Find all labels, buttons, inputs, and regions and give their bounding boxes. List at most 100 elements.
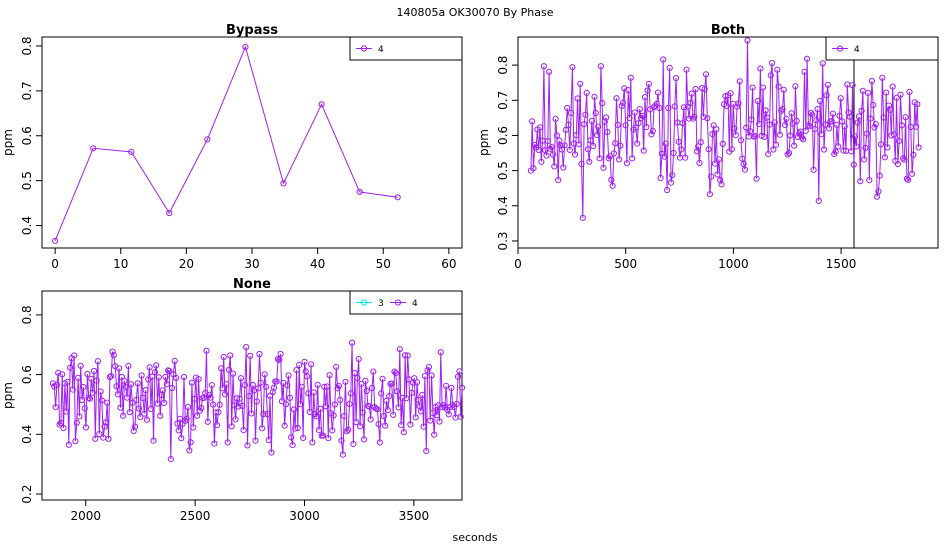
data-point: [333, 364, 340, 371]
x-tick-label: 10: [113, 257, 128, 271]
data-point: [392, 370, 399, 377]
data-point: [622, 122, 629, 129]
data-point: [437, 349, 444, 356]
data-point: [184, 404, 192, 411]
data-point: [433, 412, 440, 419]
legend-swatch-marker: [394, 299, 402, 306]
data-point: [150, 437, 157, 444]
data-point: [802, 127, 809, 134]
data-point: [319, 432, 327, 439]
data-point: [52, 237, 59, 244]
data-point: [57, 419, 65, 427]
y-tick-label: 0.8: [20, 305, 34, 324]
data-point: [688, 90, 695, 97]
data-point: [833, 121, 841, 129]
data-point: [767, 72, 774, 79]
data-point: [862, 144, 869, 151]
data-point: [171, 357, 178, 364]
data-point: [704, 115, 711, 122]
data-point: [248, 410, 255, 417]
data-point: [815, 197, 822, 204]
data-point: [727, 90, 734, 97]
data-point: [428, 372, 435, 379]
data-point: [629, 155, 636, 162]
x-tick-label: 3500: [399, 509, 430, 523]
data-point: [190, 424, 197, 431]
data-point: [636, 106, 643, 113]
data-point: [354, 374, 361, 381]
panel-bypass: Bypass ppm 0 10 20 30 40 50 60 0.4 0.5 0.6 0.7 0.8 4: [1, 23, 463, 271]
data-point: [841, 123, 848, 130]
series-4: [49, 339, 466, 463]
data-point: [708, 173, 715, 180]
data-point: [264, 410, 271, 418]
data-point: [407, 421, 414, 428]
data-point: [762, 107, 769, 114]
data-point: [691, 113, 698, 120]
x-tick-label: 0: [51, 257, 59, 271]
data-point: [769, 59, 776, 67]
data-point: [713, 126, 720, 133]
x-tick-label: 2000: [70, 509, 101, 523]
data-point: [326, 372, 333, 379]
data-point: [341, 413, 348, 420]
data-point: [157, 412, 164, 419]
data-point: [59, 371, 66, 378]
data-point: [390, 411, 397, 418]
data-point: [863, 130, 870, 137]
data-point: [86, 395, 94, 402]
data-point: [553, 132, 561, 139]
data-point: [800, 136, 807, 143]
data-point: [577, 80, 584, 87]
data-point: [680, 104, 688, 111]
data-point: [784, 151, 791, 158]
data-point: [848, 148, 855, 155]
data-point: [357, 423, 364, 430]
data-point: [265, 436, 272, 444]
data-point: [679, 120, 686, 127]
data-point: [367, 416, 374, 423]
data-point: [893, 94, 900, 101]
data-point: [335, 382, 342, 389]
data-point: [753, 175, 760, 182]
data-point: [282, 401, 289, 408]
plot-frame: [41, 36, 463, 249]
data-point: [719, 140, 726, 147]
data-point: [817, 97, 824, 105]
y-axis-label: ppm: [1, 382, 15, 409]
legend: 4: [349, 36, 463, 61]
data-point: [779, 106, 786, 113]
data-point: [147, 405, 154, 412]
data-point: [736, 78, 743, 85]
data-point: [609, 182, 616, 189]
data-point: [382, 422, 389, 429]
data-point: [403, 395, 410, 402]
y-tick-label: 0.6: [496, 126, 510, 145]
data-point: [398, 422, 405, 429]
data-point: [635, 120, 642, 127]
data-point: [868, 77, 876, 85]
data-point: [901, 156, 908, 163]
data-point: [669, 172, 676, 179]
data-point: [127, 381, 135, 388]
legend: 4: [825, 36, 939, 61]
data-point: [671, 103, 678, 110]
data-point: [683, 66, 690, 73]
data-point: [55, 369, 62, 376]
data-point: [52, 404, 59, 411]
data-point: [547, 145, 554, 152]
data-point: [866, 177, 873, 184]
data-point: [711, 160, 719, 167]
data-point: [300, 434, 307, 441]
data-point: [349, 339, 356, 346]
data-point: [780, 86, 787, 93]
data-point: [329, 427, 336, 434]
data-point: [826, 125, 833, 132]
data-point: [822, 121, 829, 128]
x-tick-label: 50: [376, 257, 391, 271]
data-point: [861, 156, 868, 163]
data-point: [562, 126, 570, 133]
data-point: [912, 123, 920, 130]
data-point: [90, 145, 97, 152]
